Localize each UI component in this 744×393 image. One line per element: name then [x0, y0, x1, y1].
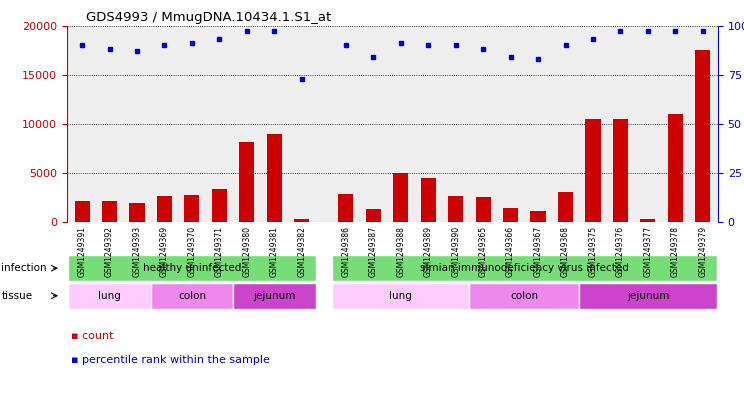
Bar [332, 283, 469, 309]
Text: GSM1249365: GSM1249365 [478, 226, 487, 277]
Bar [339, 193, 353, 222]
Bar [267, 134, 282, 222]
Bar [475, 197, 490, 222]
Text: tissue: tissue [1, 291, 33, 301]
Text: simian immunodeficiency virus infected: simian immunodeficiency virus infected [420, 263, 629, 273]
Bar [469, 283, 580, 309]
Text: GSM1249378: GSM1249378 [671, 226, 680, 277]
Text: GSM1249389: GSM1249389 [423, 226, 433, 277]
Text: GSM1249366: GSM1249366 [506, 226, 515, 277]
Bar [68, 283, 151, 309]
Text: GSM1249380: GSM1249380 [243, 226, 251, 277]
Text: GSM1249371: GSM1249371 [215, 226, 224, 277]
Bar [641, 219, 655, 222]
Text: GSM1249369: GSM1249369 [160, 226, 169, 277]
Bar [530, 211, 545, 222]
Bar [332, 255, 716, 281]
Text: GDS4993 / MmugDNA.10434.1.S1_at: GDS4993 / MmugDNA.10434.1.S1_at [86, 11, 332, 24]
Text: colon: colon [178, 291, 206, 301]
Text: GSM1249376: GSM1249376 [616, 226, 625, 277]
Bar [448, 196, 464, 222]
Bar [580, 283, 716, 309]
Text: GSM1249386: GSM1249386 [341, 226, 350, 277]
Bar [74, 201, 89, 222]
Text: jejunum: jejunum [253, 291, 295, 301]
Bar [668, 114, 683, 222]
Bar [233, 283, 315, 309]
Bar [393, 173, 408, 222]
Text: GSM1249381: GSM1249381 [270, 226, 279, 277]
Text: GSM1249377: GSM1249377 [644, 226, 652, 277]
Text: GSM1249370: GSM1249370 [187, 226, 196, 277]
Text: colon: colon [510, 291, 539, 301]
Text: GSM1249388: GSM1249388 [397, 226, 405, 277]
Text: GSM1249387: GSM1249387 [369, 226, 378, 277]
Text: healthy uninfected: healthy uninfected [143, 263, 241, 273]
Text: GSM1249382: GSM1249382 [298, 226, 307, 277]
Text: GSM1249367: GSM1249367 [533, 226, 542, 277]
Bar [185, 195, 199, 222]
Text: ▪ count: ▪ count [71, 331, 113, 341]
Text: jejunum: jejunum [626, 291, 669, 301]
Bar [613, 119, 628, 222]
Text: GSM1249392: GSM1249392 [105, 226, 114, 277]
Bar [295, 219, 310, 222]
Text: GSM1249368: GSM1249368 [561, 226, 570, 277]
Bar [240, 142, 254, 222]
Text: ▪ percentile rank within the sample: ▪ percentile rank within the sample [71, 354, 269, 365]
Bar [157, 195, 172, 222]
Bar [503, 208, 518, 222]
Text: GSM1249375: GSM1249375 [589, 226, 597, 277]
Bar [696, 50, 711, 222]
Bar [212, 189, 227, 222]
Bar [129, 204, 144, 222]
Text: lung: lung [98, 291, 121, 301]
Bar [102, 201, 117, 222]
Text: GSM1249393: GSM1249393 [132, 226, 141, 277]
Text: lung: lung [389, 291, 412, 301]
Bar [420, 178, 436, 222]
Bar [68, 255, 315, 281]
Bar [151, 283, 233, 309]
Text: GSM1249379: GSM1249379 [699, 226, 708, 277]
Text: GSM1249390: GSM1249390 [451, 226, 460, 277]
Bar [366, 209, 381, 222]
Bar [558, 191, 573, 222]
Bar [586, 119, 600, 222]
Text: infection: infection [1, 263, 47, 273]
Text: GSM1249391: GSM1249391 [77, 226, 86, 277]
